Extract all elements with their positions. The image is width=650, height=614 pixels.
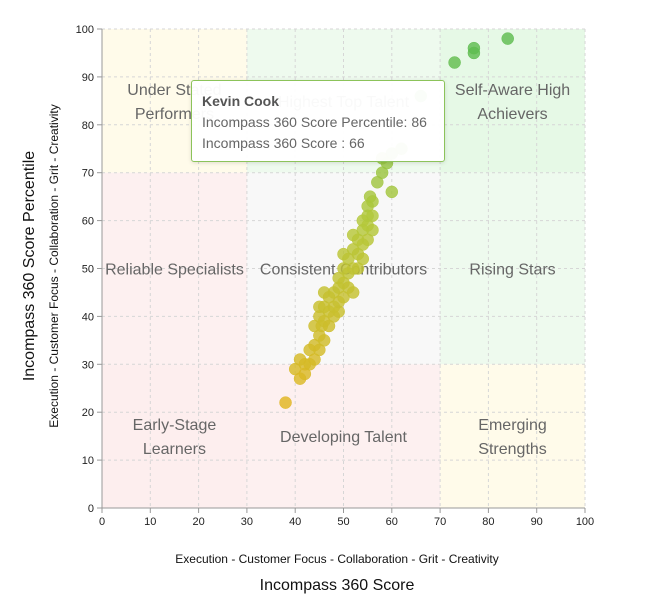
data-point[interactable] — [467, 41, 481, 55]
y-tick-label: 0 — [88, 503, 94, 515]
x-tick-label: 20 — [192, 516, 204, 528]
data-point[interactable] — [385, 185, 399, 199]
y-tick-label: 70 — [82, 168, 94, 180]
y-tick-label: 50 — [82, 264, 94, 276]
zone-label-5: Rising Stars — [469, 262, 555, 279]
x-tick-label: 70 — [434, 516, 446, 528]
x-tick-label: 80 — [482, 516, 494, 528]
y-tick-label: 10 — [82, 455, 94, 467]
data-point[interactable] — [448, 56, 461, 69]
y-tick-label: 80 — [82, 120, 94, 132]
zone-2 — [440, 29, 585, 173]
data-point[interactable] — [317, 334, 331, 347]
data-point[interactable] — [279, 396, 292, 409]
tooltip-percentile: Incompass 360 Score Percentile: 86 — [202, 114, 427, 130]
zone-label-6: Early-Stage Learners — [133, 417, 217, 458]
zone-8 — [440, 364, 585, 508]
data-point[interactable] — [366, 223, 379, 237]
zone-label-7: Developing Talent — [280, 429, 407, 446]
zone-7 — [246, 364, 441, 508]
axis-ticks: 0 10 20 30 40 50 60 70 80 90 100 0 10 20 30 40 50 60 70 80 9… — [76, 24, 595, 528]
x-tick-label: 30 — [241, 516, 253, 528]
zone-label-8: Emerging Strengths — [478, 417, 546, 458]
x-tick-label: 60 — [386, 516, 398, 528]
x-axis-title: Incompass 360 Score — [260, 577, 415, 594]
zone-label-3: Reliable Specialists — [105, 262, 244, 279]
y-tick-label: 30 — [82, 359, 94, 371]
y-tick-label: 90 — [82, 72, 94, 84]
y-axis-title: Incompass 360 Score Percentile — [21, 151, 38, 381]
data-point[interactable] — [346, 286, 360, 299]
x-tick-label: 40 — [289, 516, 301, 528]
x-tick-label: 0 — [99, 516, 105, 528]
data-point[interactable] — [366, 195, 379, 208]
x-axis-sublabel: Execution - Customer Focus - Collaborati… — [175, 552, 498, 566]
zone-6 — [102, 364, 247, 508]
tooltip-name: Kevin Cook — [202, 93, 280, 109]
x-tick-label: 90 — [531, 516, 543, 528]
x-tick-label: 50 — [337, 516, 349, 528]
x-tick-label: 10 — [144, 516, 156, 528]
y-tick-label: 20 — [82, 407, 94, 419]
point-tooltip: Kevin Cook Incompass 360 Score Percentil… — [191, 80, 445, 162]
x-tick-label: 100 — [576, 516, 594, 528]
tooltip-score: Incompass 360 Score : 66 — [202, 135, 365, 151]
data-point[interactable] — [501, 32, 514, 45]
y-tick-label: 60 — [82, 216, 94, 228]
y-axis-sublabel: Execution - Customer Focus - Collaborati… — [47, 104, 61, 427]
data-point[interactable] — [366, 209, 379, 223]
zone-label-2: Self-Aware High Achievers — [455, 82, 570, 123]
y-tick-label: 40 — [82, 311, 94, 323]
data-point[interactable] — [356, 252, 370, 266]
y-tick-label: 100 — [76, 24, 94, 36]
